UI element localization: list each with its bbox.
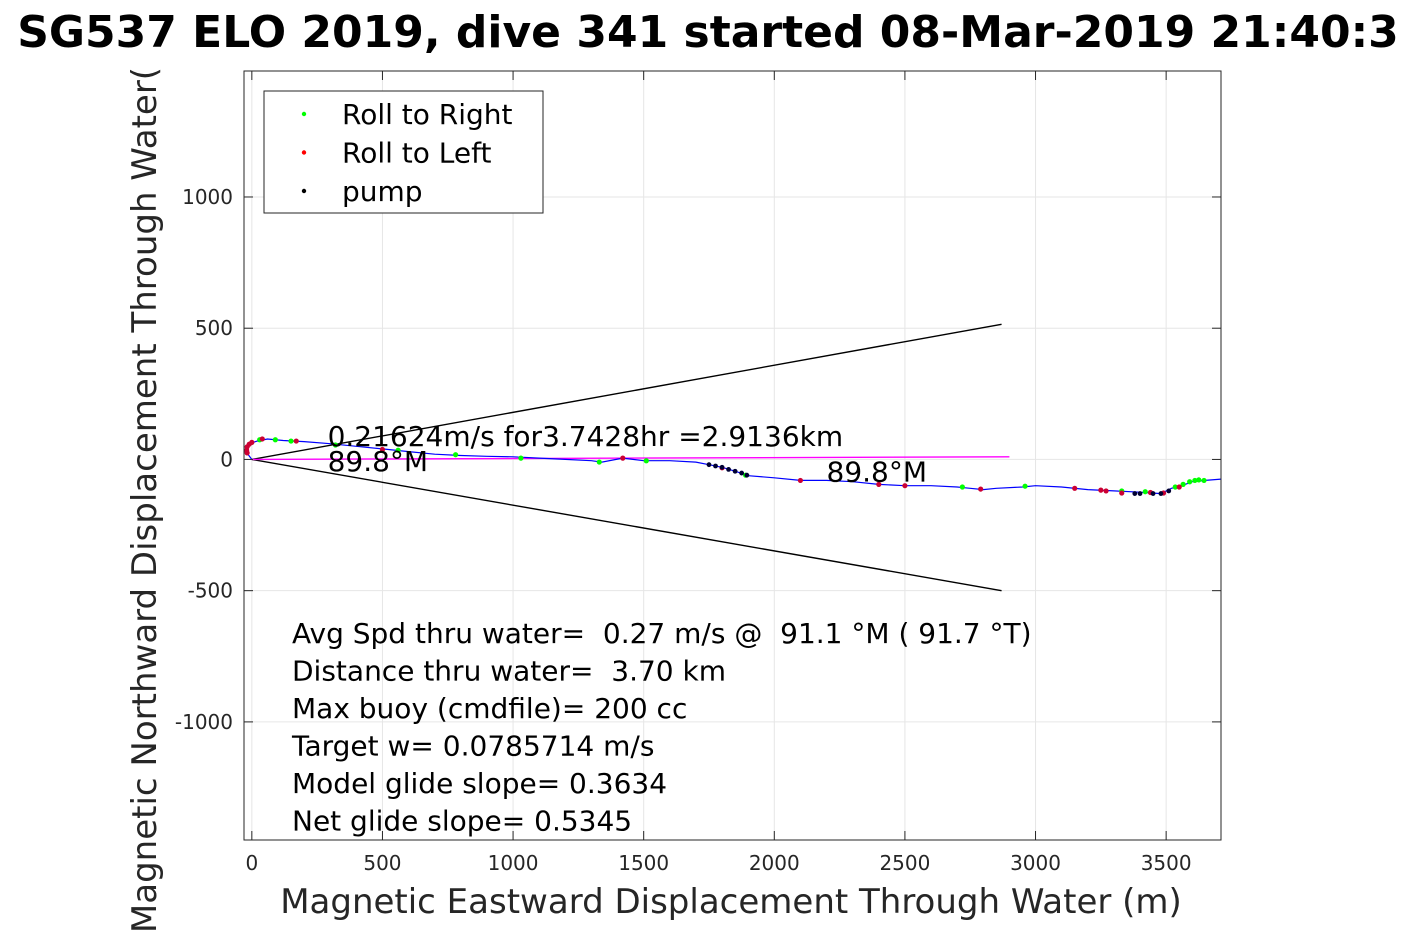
legend-marker [301,150,307,155]
plot-border [243,70,1222,841]
roll-left-point [797,477,804,484]
summary-line: Avg Spd thru water= 0.27 m/s @ 91.1 °M (… [292,617,1032,650]
legend-label: pump [342,175,423,208]
x-tick-label: 1500 [618,851,669,875]
roll-right-point [643,458,649,464]
pump-point [706,462,712,468]
summary-line: Target w= 0.0785714 m/s [291,730,654,763]
pump-point [732,468,738,474]
roll-right-point [1172,484,1178,490]
pump-point [1150,491,1156,496]
roll-left-point [1119,490,1125,496]
data-layer [244,323,1222,592]
roll-right-point [452,452,459,458]
roll-left-point [259,436,265,442]
roll-right-point [1187,479,1193,485]
y-tick-label: -1000 [175,710,233,734]
roll-right-point [1142,489,1148,495]
legend-marker [301,111,307,117]
roll-left-point [379,446,386,453]
roll-left-point [249,439,255,445]
roll-left-point [1103,488,1109,494]
roll-right-point [395,447,401,453]
legend-label: Roll to Left [342,137,491,170]
roll-right-point [596,459,602,465]
roll-right-point [518,455,524,461]
roll-left-point [1072,485,1078,491]
pump-point [726,467,731,472]
y-tick-label: 1000 [182,185,233,209]
summary-line: Distance thru water= 3.70 km [292,655,726,688]
pump-point [1166,488,1172,494]
summary-text: Avg Spd thru water= 0.27 m/s @ 91.1 °M (… [291,617,1032,838]
pump-point [739,470,745,476]
legend: Roll to Right Roll to Left pump [263,90,544,214]
roll-right-point [288,438,294,444]
roll-right-point [332,442,339,448]
roll-left-point [1176,484,1182,490]
x-tick-label: 2000 [749,851,800,875]
chart-title: SG537 ELO 2019, dive 341 started 08-Mar-… [17,7,1399,58]
summary-line: Model glide slope= 0.3634 [292,767,667,800]
y-tick-label: 500 [195,316,233,340]
x-tick-label: 500 [363,851,401,875]
roll-right-point [1201,477,1207,484]
legend-marker [301,188,307,194]
x-axis-label: Magnetic Eastward Displacement Through W… [280,882,1182,922]
roll-left-point [620,455,626,461]
roll-left-point [902,483,908,489]
roll-right-point [272,437,278,443]
x-tick-label: 0 [245,851,258,875]
x-tick-label: 3000 [1010,851,1061,875]
roll-left-point [293,438,299,444]
plot-annotation: 89.8°M [328,445,429,478]
roll-right-point [1180,481,1186,487]
pump-point [744,472,750,478]
roll-right-point [1022,483,1028,489]
roll-right-point [959,484,965,490]
plot-annotation: 89.8°M [827,456,928,489]
summary-line: Max buoy (cmdfile)= 200 cc [292,692,687,725]
heading-line [251,458,1002,592]
legend-label: Roll to Right [342,98,513,131]
summary-line: Net glide slope= 0.5345 [292,805,632,838]
heading-line [251,456,1010,461]
x-tick-label: 2500 [879,851,930,875]
y-tick-label: 0 [220,447,233,471]
pump-point [1137,491,1143,496]
pump-point [1132,491,1138,496]
plot-annotation: 0.21624m/s for3.7428hr =2.9136km [328,420,844,453]
x-tick-label: 3500 [1141,851,1192,875]
legend-box [263,90,544,214]
y-tick-label: -500 [188,579,233,603]
pump-point [713,463,718,469]
heading-line [251,323,1002,461]
roll-left-point [978,486,984,492]
pump-point [719,464,725,470]
x-tick-label: 1000 [488,851,539,875]
y-axis-label: Magnetic Northward Displacement Through … [125,67,165,933]
roll-right-point [1192,477,1198,484]
roll-left-point [876,481,882,487]
roll-right-point [1196,477,1202,483]
pump-point [1158,491,1164,496]
roll-left-point [1098,487,1104,493]
ticks: 0 500 1000 1500 2000 2500 3000 3500 -1000 -500 0 50… [175,71,1221,875]
